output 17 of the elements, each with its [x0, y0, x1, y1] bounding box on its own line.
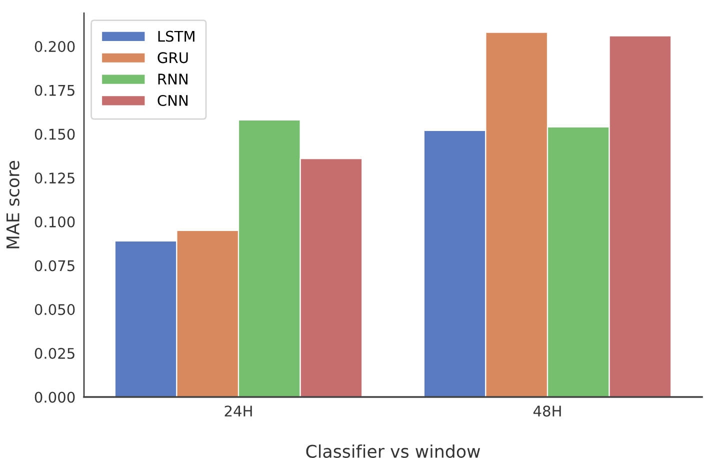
y-tick-label: 0.175	[34, 84, 74, 96]
y-tick-label: 0.125	[34, 172, 74, 184]
legend-label: RNN	[158, 74, 188, 84]
legend-label: GRU	[158, 52, 188, 64]
y-tick-label: 0.000	[34, 392, 75, 403]
x-tick-label: 24H	[224, 406, 252, 416]
legend-label: CNN	[158, 94, 188, 106]
x-axis-title: Classifier vs window	[306, 444, 480, 458]
y-tick-label: 0.075	[34, 260, 74, 272]
y-tick-label: 0.025	[34, 348, 74, 359]
y-tick-label: 0.150	[34, 128, 75, 140]
x-tick-label: 48H	[533, 406, 561, 417]
y-tick-label: 0.200	[34, 41, 75, 52]
y-axis-title: MAE score	[6, 160, 20, 248]
legend-label: LSTM	[158, 30, 194, 42]
y-tick-label: 0.100	[34, 216, 75, 228]
y-tick-label: 0.050	[34, 304, 75, 316]
